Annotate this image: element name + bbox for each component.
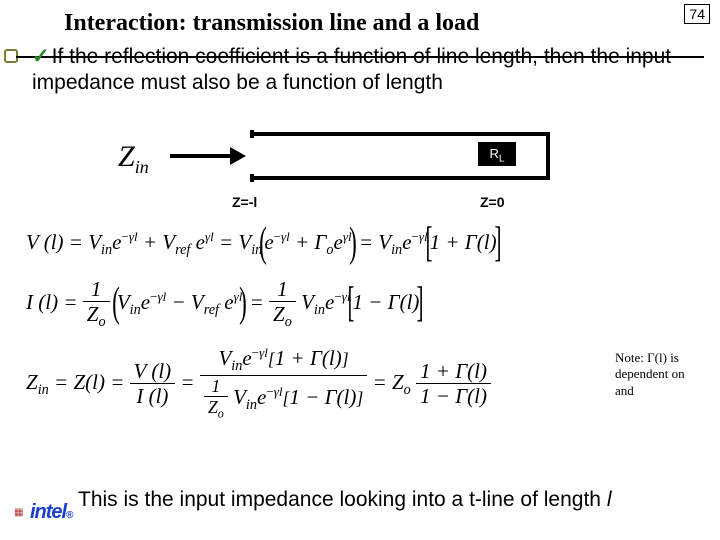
side-note: Note: Γ(l) is dependent on and (615, 350, 710, 399)
equation-zin: Zin = Z(l) = V (l)I (l) = Vine−γl[1 + Γ(… (26, 346, 491, 422)
load-box: RL (478, 142, 516, 166)
closing-text: This is the input impedance looking into… (78, 488, 612, 512)
tline-cap-left (250, 174, 254, 182)
tline-cap-right (546, 132, 550, 180)
tline-diagram: Zin RL Z=-l Z=0 (60, 118, 620, 218)
arrow-line (170, 154, 234, 158)
equation-voltage: V (l) = Vine−γl + Vref eγl = Vin(e−γl + … (26, 227, 499, 261)
intel-logo: intel® (30, 501, 73, 524)
bullet-text: ✓If the reflection coefficient is a func… (32, 44, 692, 97)
tline-bot (250, 176, 550, 180)
logo-dot-icon: ▦ (14, 507, 23, 518)
slide: 74 Interaction: transmission line and a … (0, 0, 720, 540)
tline-top (250, 132, 550, 136)
equation-current: I (l) = 1Zo (Vine−γl − Vref eγl) = 1Zo V… (26, 277, 421, 331)
z-right-label: Z=0 (480, 194, 505, 210)
tline-cap-left2 (250, 130, 254, 138)
arrow-head-icon (230, 147, 246, 165)
z-left-label: Z=-l (232, 194, 257, 210)
checkmark-icon: ✓ (32, 45, 50, 68)
page-number: 74 (684, 4, 710, 24)
slide-title: Interaction: transmission line and a loa… (64, 10, 704, 37)
zin-label: Zin (118, 140, 149, 178)
